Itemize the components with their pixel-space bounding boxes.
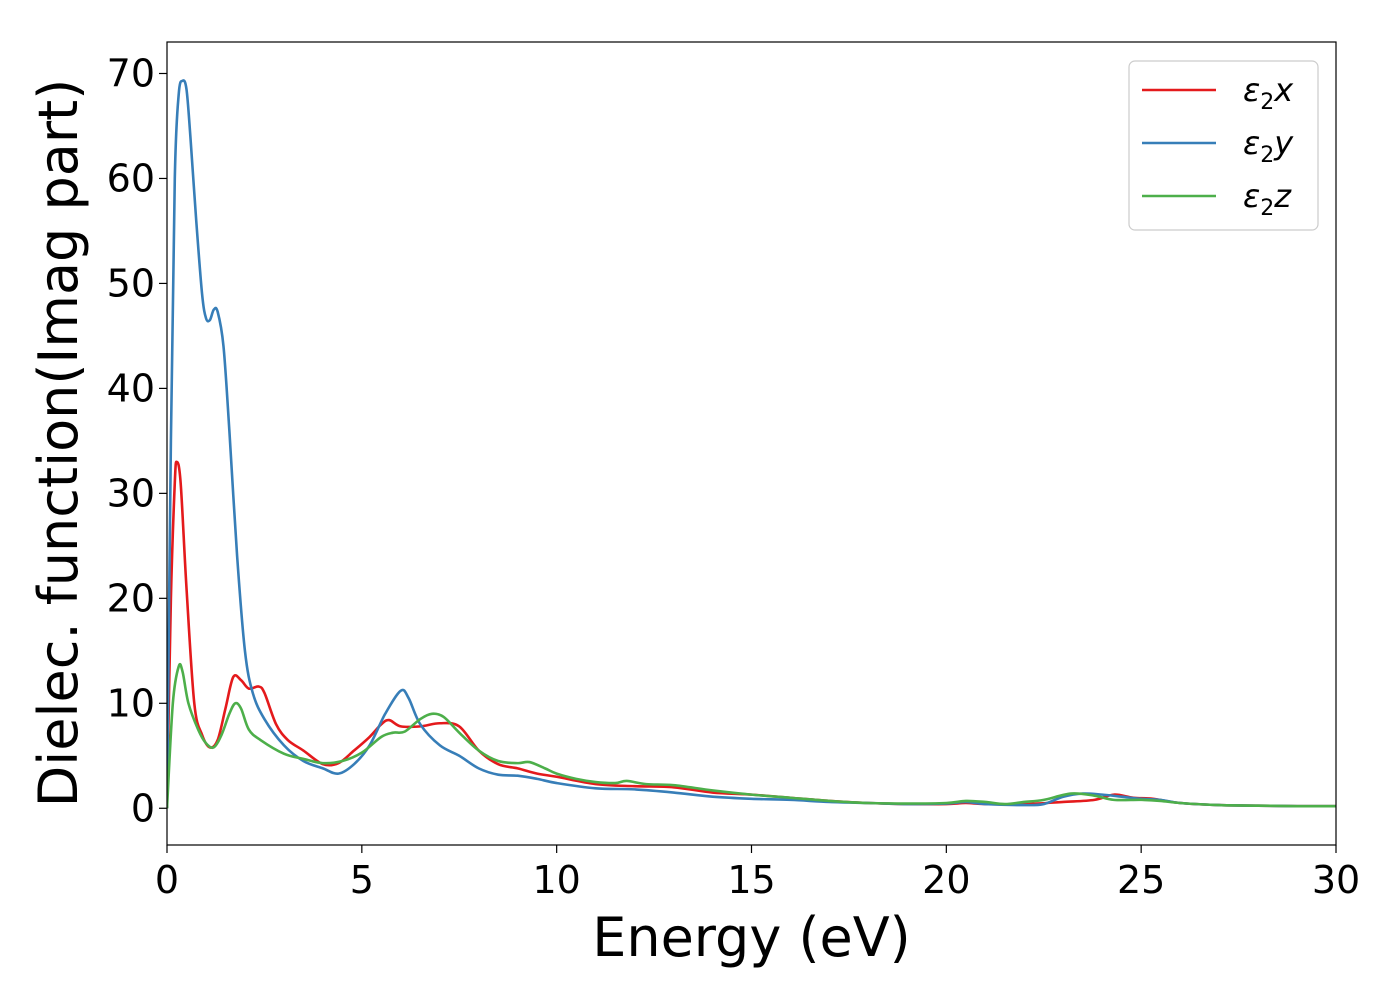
x-tick-label: 0 — [155, 858, 179, 902]
y-tick-label: 60 — [107, 156, 155, 200]
y-tick-label: 20 — [107, 576, 155, 620]
legend-label-eps2y: ε2y — [1243, 124, 1294, 168]
y-tick-label: 10 — [107, 681, 155, 725]
y-axis-title: Dielec. function(Imag part) — [27, 79, 90, 808]
y-tick-label: 30 — [107, 471, 155, 515]
legend-box — [1128, 60, 1319, 231]
x-tick-label: 30 — [1312, 858, 1360, 902]
x-tick-label: 15 — [727, 858, 775, 902]
x-tick-label: 20 — [922, 858, 970, 902]
y-tick-label: 40 — [107, 366, 155, 410]
y-tick-label: 0 — [131, 786, 155, 830]
legend-label-eps2z: ε2z — [1243, 177, 1292, 221]
x-tick-label: 10 — [532, 858, 580, 902]
legend-label-eps2x: ε2x — [1243, 71, 1294, 115]
x-tick-label: 5 — [350, 858, 374, 902]
series-layer — [167, 79, 1336, 809]
series-line-eps2x — [167, 460, 1336, 809]
y-tick-label: 50 — [107, 261, 155, 305]
x-axis-title: Energy (eV) — [592, 906, 911, 969]
y-axis-ticks: 0 10 20 30 40 50 60 70 — [107, 51, 167, 830]
legend: ε2x ε2y ε2z — [1128, 60, 1319, 231]
series-line-eps2y — [167, 79, 1336, 809]
legend-items: ε2x ε2y ε2z — [1142, 71, 1294, 221]
series-line-eps2z — [167, 662, 1336, 809]
y-tick-label: 70 — [107, 51, 155, 95]
x-axis-ticks: 0 5 10 15 20 25 30 — [155, 845, 1360, 902]
x-tick-label: 25 — [1117, 858, 1165, 902]
